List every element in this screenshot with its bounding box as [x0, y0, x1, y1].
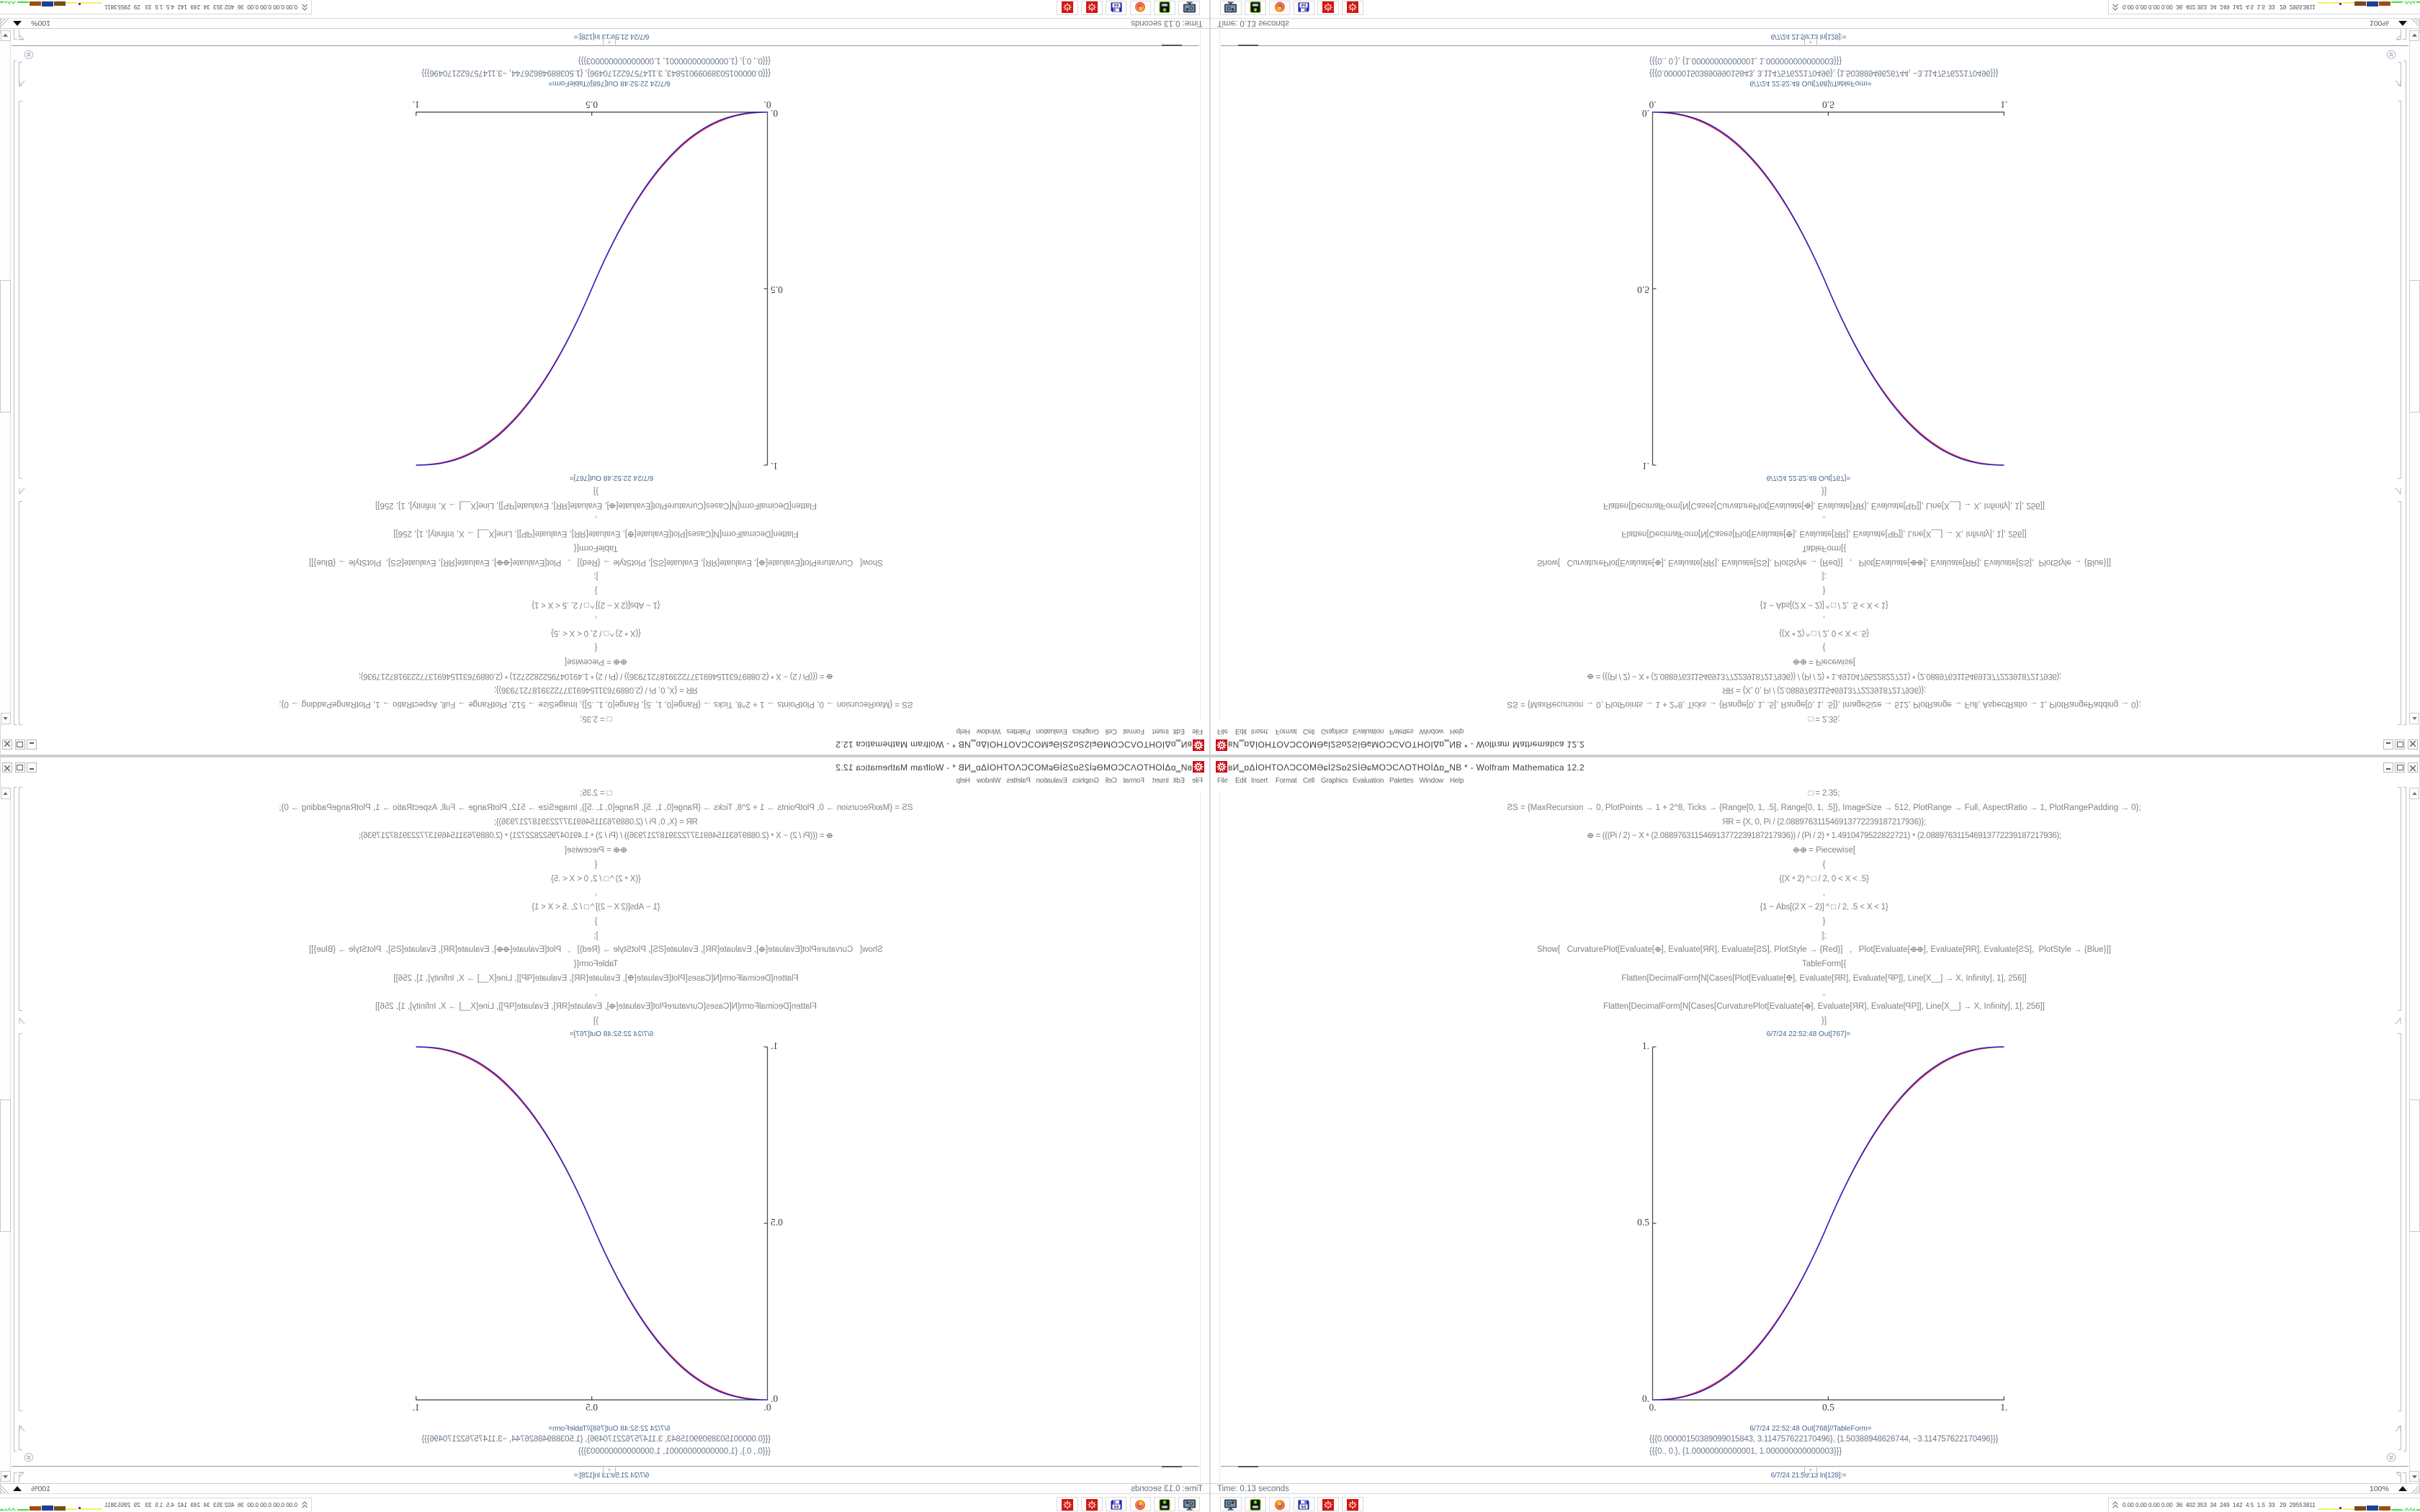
svg-text:64: 64 — [1301, 1505, 1307, 1509]
svg-text:64: 64 — [1301, 3, 1307, 7]
svg-text:64: 64 — [1113, 1505, 1119, 1509]
svg-text:64: 64 — [1113, 3, 1119, 7]
